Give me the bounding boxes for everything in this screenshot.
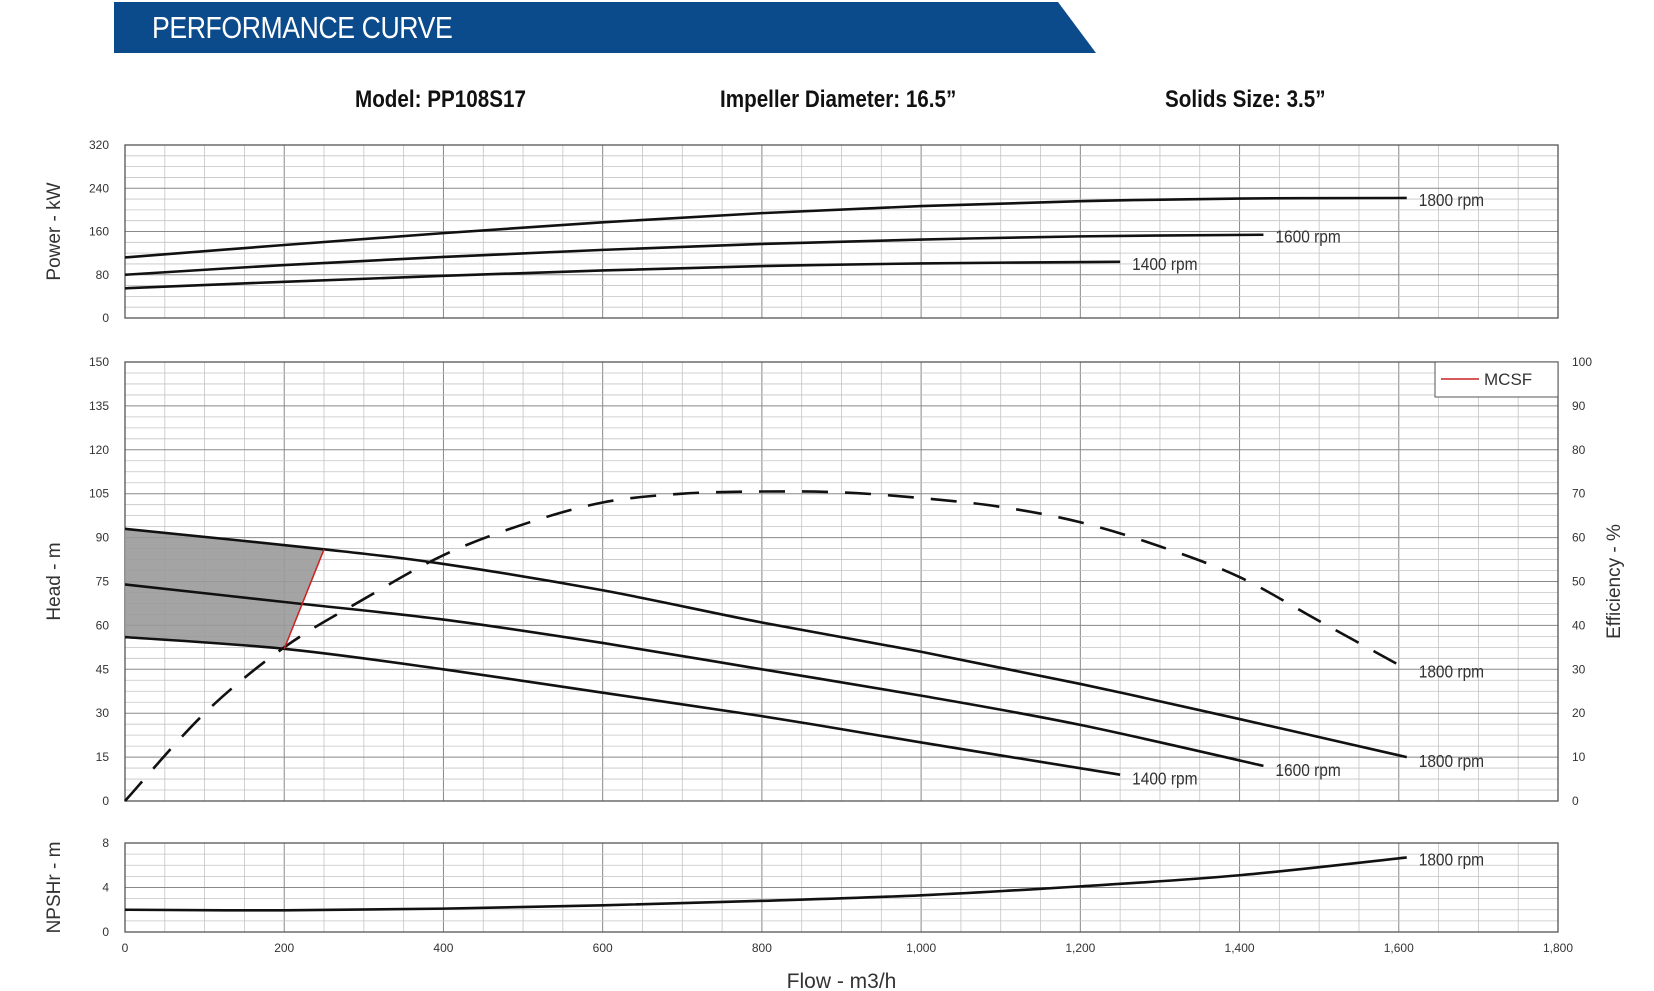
head-y2tick-label: 70 bbox=[1572, 487, 1586, 501]
head-y2tick-label: 90 bbox=[1572, 399, 1586, 413]
npsh-ytick-label: 4 bbox=[102, 881, 109, 895]
head-y2tick-label: 100 bbox=[1572, 355, 1592, 369]
head-1400-rpm-curve bbox=[124, 635, 1121, 776]
head-y2tick-label: 80 bbox=[1572, 443, 1586, 457]
npsh-plot-frame bbox=[124, 842, 1559, 933]
head-ytick-label: 15 bbox=[96, 750, 110, 764]
head-y2tick-label: 60 bbox=[1572, 531, 1586, 545]
power-ytick-label: 320 bbox=[89, 138, 109, 152]
page-title: PERFORMANCE CURVE bbox=[152, 10, 453, 45]
x-tick-label: 800 bbox=[752, 941, 772, 955]
efficiency-axis-title: Efficiency - % bbox=[1604, 524, 1625, 639]
power-1400-rpm-curve-label: 1400 rpm bbox=[1132, 254, 1197, 274]
head-ytick-label: 105 bbox=[89, 487, 109, 501]
head-y2tick-label: 30 bbox=[1572, 662, 1586, 676]
power-ytick-label: 0 bbox=[102, 311, 109, 325]
x-tick-label: 1,000 bbox=[906, 941, 936, 955]
impeller-diameter-label: Impeller Diameter: 16.5” bbox=[720, 86, 957, 113]
head-1800-rpm-curve-label: 1800 rpm bbox=[1419, 751, 1484, 771]
head-ytick-label: 150 bbox=[89, 355, 109, 369]
head-1600-rpm-curve bbox=[124, 583, 1264, 768]
legend-mcsf-label: MCSF bbox=[1484, 370, 1532, 389]
head-1800-rpm-curve bbox=[124, 527, 1408, 759]
power-ytick-label: 160 bbox=[89, 225, 109, 239]
head-y2tick-label: 20 bbox=[1572, 706, 1586, 720]
title-banner-shape bbox=[114, 2, 1096, 53]
npsh-1800-rpm-curve-label: 1800 rpm bbox=[1419, 849, 1484, 869]
head-y-axis-title: Head - m bbox=[44, 542, 65, 620]
npsh-1800-rpm-curve bbox=[124, 856, 1407, 912]
npsh-ytick-label: 8 bbox=[102, 836, 109, 850]
head-panel bbox=[124, 361, 1559, 802]
x-tick-label: 200 bbox=[274, 941, 294, 955]
power-y-axis-title: Power - kW bbox=[44, 182, 65, 280]
power-1400-rpm-curve bbox=[124, 260, 1121, 290]
power-1600-rpm-curve bbox=[124, 233, 1264, 277]
power-plot-frame bbox=[124, 144, 1559, 319]
power-1600-rpm-curve-label: 1600 rpm bbox=[1275, 227, 1340, 247]
x-axis-title: Flow - m3/h bbox=[787, 970, 897, 991]
head-y2tick-label: 40 bbox=[1572, 618, 1586, 632]
x-tick-label: 600 bbox=[593, 941, 613, 955]
x-tick-label: 1,600 bbox=[1384, 941, 1414, 955]
head-efficiency-1800-rpm-curve bbox=[124, 490, 1408, 802]
head-ytick-label: 120 bbox=[89, 443, 109, 457]
x-tick-label: 0 bbox=[122, 941, 129, 955]
x-tick-label: 1,200 bbox=[1065, 941, 1095, 955]
head-y2tick-label: 50 bbox=[1572, 575, 1586, 589]
head-1400-rpm-curve-label: 1400 rpm bbox=[1132, 769, 1197, 789]
head-ytick-label: 0 bbox=[102, 794, 109, 808]
solids-size-label: Solids Size: 3.5” bbox=[1165, 86, 1326, 113]
head-y2tick-label: 0 bbox=[1572, 794, 1579, 808]
x-tick-label: 400 bbox=[433, 941, 453, 955]
head-ytick-label: 75 bbox=[96, 575, 110, 589]
npsh-panel bbox=[124, 842, 1559, 933]
power-1800-rpm-curve bbox=[124, 196, 1407, 259]
head-ytick-label: 60 bbox=[96, 618, 110, 632]
head-y2tick-label: 10 bbox=[1572, 750, 1586, 764]
head-1600-rpm-curve-label: 1600 rpm bbox=[1275, 760, 1340, 780]
npsh-ytick-label: 0 bbox=[102, 925, 109, 939]
title-banner bbox=[114, 2, 1096, 53]
power-ytick-label: 240 bbox=[89, 181, 109, 195]
power-1800-rpm-curve-label: 1800 rpm bbox=[1419, 190, 1484, 210]
head-ytick-label: 45 bbox=[96, 662, 110, 676]
head-mcsf-curve bbox=[283, 549, 325, 650]
power-panel bbox=[124, 144, 1559, 319]
x-tick-label: 1,400 bbox=[1225, 941, 1255, 955]
head-ytick-label: 30 bbox=[96, 706, 110, 720]
x-tick-label: 1,800 bbox=[1543, 941, 1573, 955]
head-ytick-label: 135 bbox=[89, 399, 109, 413]
head-efficiency-1800-rpm-curve-label: 1800 rpm bbox=[1419, 661, 1484, 681]
mcsf-shaded-region bbox=[125, 528, 325, 649]
model-label: Model: PP108S17 bbox=[355, 86, 526, 113]
head-ytick-label: 90 bbox=[96, 531, 110, 545]
npsh-y-axis-title: NPSHr - m bbox=[44, 842, 65, 934]
power-ytick-label: 80 bbox=[96, 268, 110, 282]
